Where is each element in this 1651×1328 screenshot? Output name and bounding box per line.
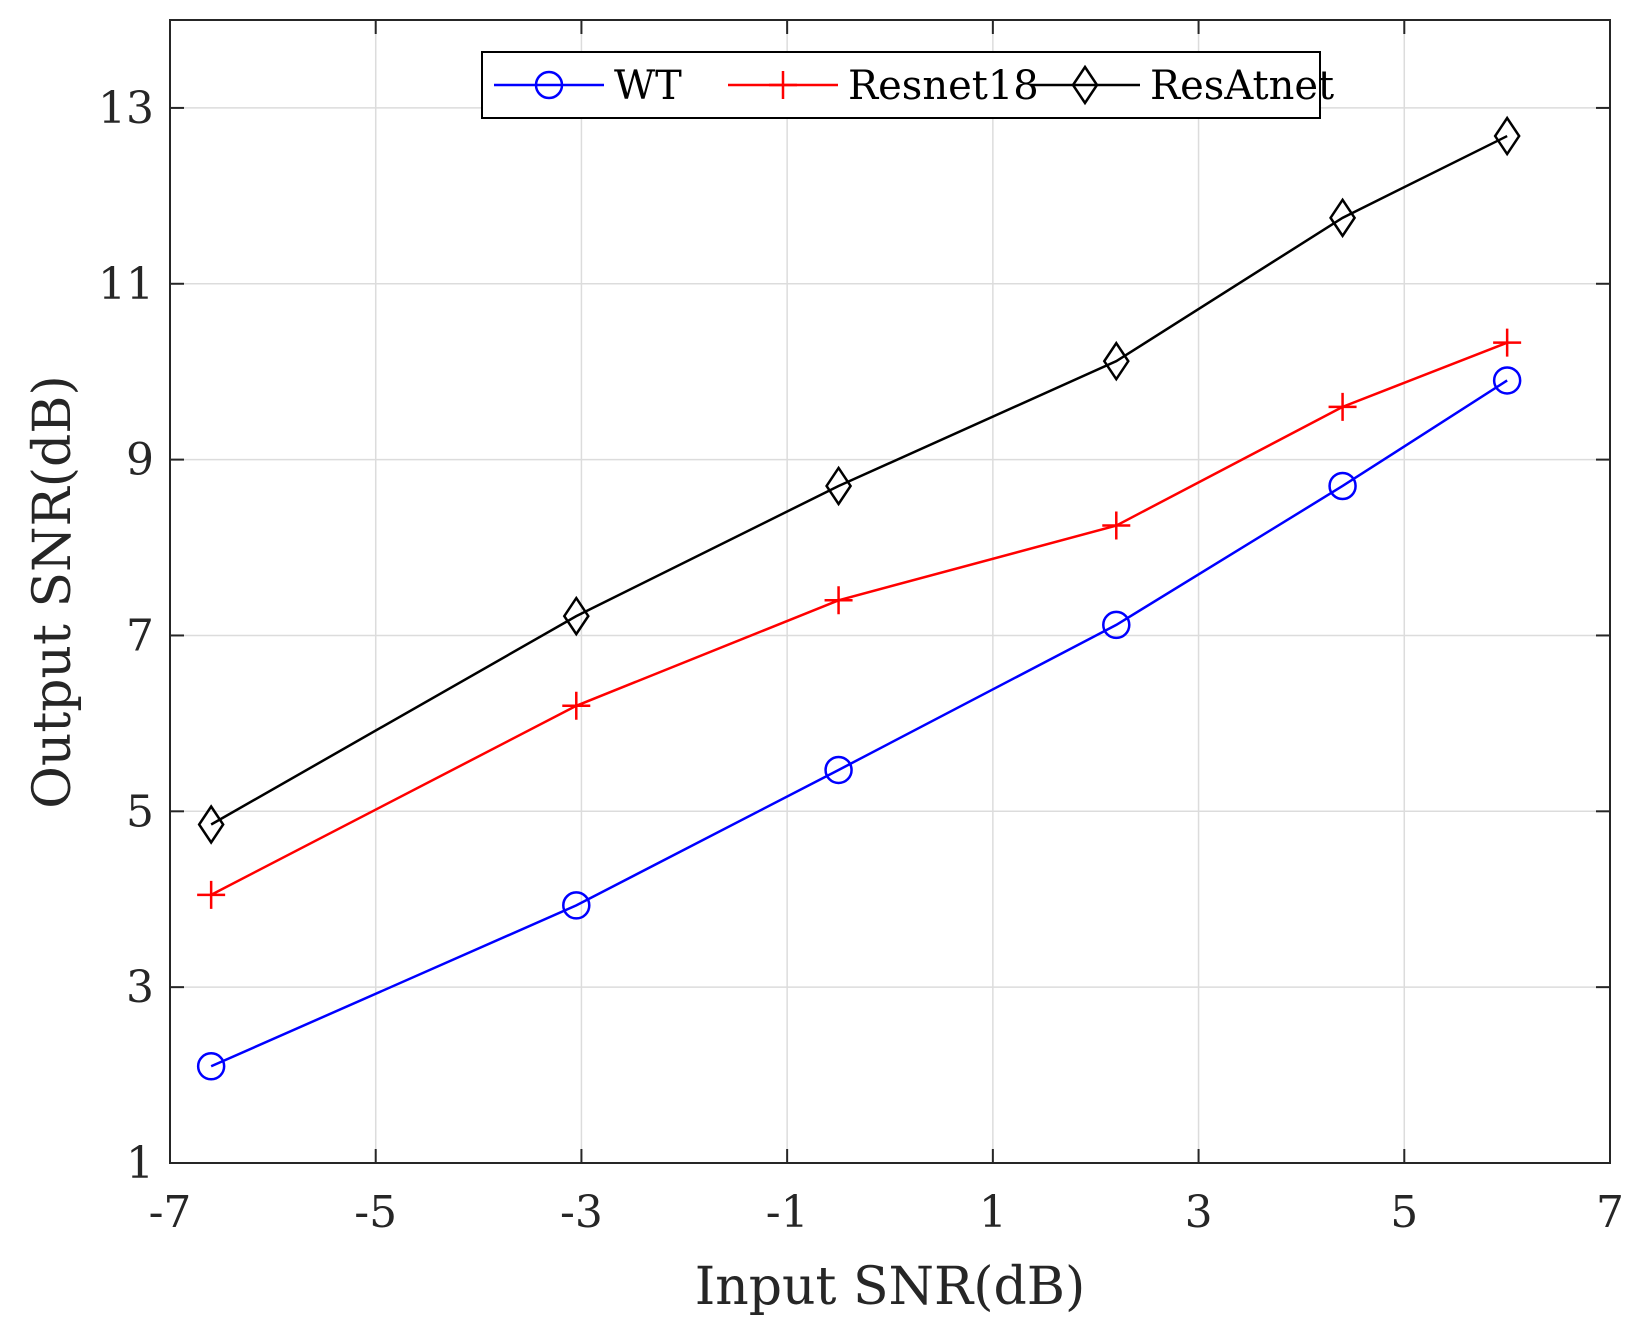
series-layer <box>196 115 1522 1081</box>
y-tick-label: 9 <box>126 435 154 486</box>
data-point-resatnet <box>1493 115 1521 157</box>
y-tick-label: 13 <box>98 83 154 134</box>
legend-label-resatnet: ResAtnet <box>1150 63 1334 109</box>
data-point-wt <box>196 1052 226 1081</box>
data-point-wt <box>562 891 591 920</box>
series-wt <box>196 366 1522 1081</box>
data-point-resnet18 <box>1102 511 1131 540</box>
y-axis-title: Output SNR(dB) <box>23 375 83 809</box>
series-line-wt <box>210 379 1508 1068</box>
x-tick-label: 3 <box>1185 1187 1213 1238</box>
data-point-resatnet <box>197 804 225 845</box>
legend: WT Resnet18 ResAtnet <box>481 51 1334 119</box>
data-point-resnet18 <box>197 880 226 909</box>
x-tick-label: 1 <box>979 1187 1007 1238</box>
data-point-wt <box>1328 471 1357 501</box>
y-tick-label: 5 <box>126 786 154 837</box>
x-tick-label: -7 <box>149 1187 192 1238</box>
axis-ticks <box>169 20 1611 1164</box>
legend-marker-wt <box>534 70 564 100</box>
data-point-resnet18 <box>824 586 853 615</box>
data-point-resnet18 <box>562 691 591 720</box>
legend-box <box>481 51 1321 119</box>
data-point-wt <box>824 755 853 785</box>
series-resatnet <box>197 115 1521 845</box>
x-tick-label: 5 <box>1390 1187 1418 1238</box>
y-tick-label: 3 <box>126 962 154 1013</box>
x-tick-label: 7 <box>1596 1187 1624 1238</box>
data-point-resatnet <box>825 465 853 507</box>
series-line-resnet18 <box>210 341 1508 896</box>
data-point-resatnet <box>1102 340 1130 382</box>
data-point-resatnet <box>562 595 590 637</box>
data-point-resnet18 <box>1328 392 1357 421</box>
data-point-resnet18 <box>1493 328 1522 357</box>
legend-marker-resnet18 <box>769 71 797 99</box>
series-resnet18 <box>197 328 1522 909</box>
x-tick-label: -3 <box>560 1187 603 1238</box>
y-tick-label: 1 <box>126 1138 154 1189</box>
plot-frame <box>169 19 1611 1164</box>
legend-label-wt: WT <box>614 63 682 109</box>
legend-marker-resatnet <box>1071 64 1099 106</box>
legend-label-resnet18: Resnet18 <box>848 63 1039 109</box>
x-axis-title: Input SNR(dB) <box>695 1257 1086 1317</box>
x-tick-label: -5 <box>354 1187 397 1238</box>
data-point-resatnet <box>1329 197 1357 239</box>
data-point-wt <box>1492 366 1522 395</box>
series-line-resatnet <box>210 134 1508 826</box>
plot-area <box>170 20 1610 1163</box>
y-tick-label: 11 <box>98 259 154 310</box>
x-tick-label: -1 <box>766 1187 809 1238</box>
y-tick-label: 7 <box>126 610 154 661</box>
data-point-wt <box>1102 610 1131 640</box>
